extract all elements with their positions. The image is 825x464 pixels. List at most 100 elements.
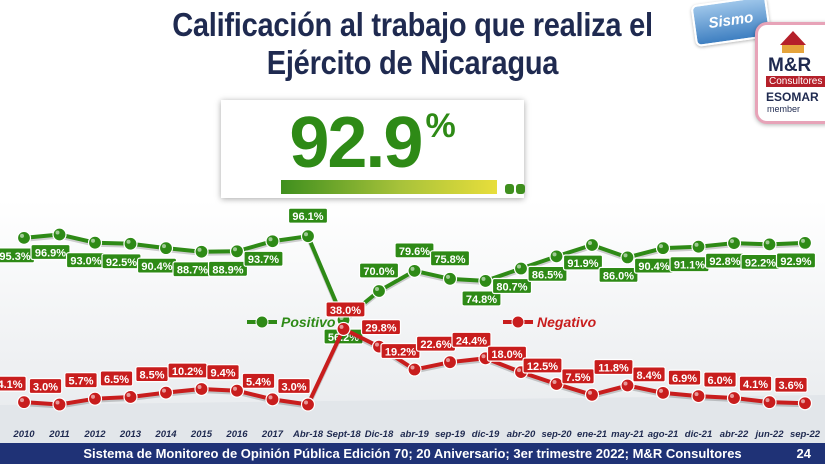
negative-point [797,396,813,411]
negative-point-highlight [55,400,60,405]
negative-point-highlight [801,399,805,404]
positive-point-highlight [375,287,379,291]
negative-point-highlight [410,365,415,370]
x-tick-label: sep-19 [435,429,466,440]
negative-point [158,385,174,400]
positive-data-label: 74.8% [466,294,497,306]
positive-data-label: 96.9% [35,248,66,260]
footer-source: Sistema de Monitoreo de Opinión Pública … [83,446,742,461]
positive-data-label: 86.0% [603,270,634,282]
negative-data-label: 6.5% [104,374,129,386]
positive-point [478,273,493,289]
kpi-dot [516,184,525,194]
negative-point-highlight [659,388,663,393]
negative-point-highlight [517,368,521,373]
kpi-dot [505,184,514,194]
positive-point [691,239,706,254]
x-tick-label: 2013 [119,429,142,440]
positive-point-highlight [588,241,592,246]
negative-point-highlight [623,381,628,386]
positive-point [158,241,174,256]
negative-data-label-box [774,376,808,393]
negative-data-label-box [325,301,366,318]
negative-data-label-box [738,375,773,392]
positive-point-highlight [517,264,521,269]
positive-point-highlight [268,237,273,242]
negative-point-highlight [91,394,95,399]
negative-point [726,390,742,406]
negative-data-label: 9.4% [210,368,235,380]
negative-data-label-box [206,364,240,381]
mr-logo-text: M&R [768,55,812,76]
negative-data-label-box [99,370,134,387]
negative-data-label: 3.0% [33,382,58,394]
positive-point [762,237,777,252]
negative-data-label: 19.2% [385,347,416,359]
negative-data-label-box [522,357,563,374]
negative-data-label-box [451,331,492,348]
positive-point [52,227,67,242]
positive-data-label-box [287,207,329,224]
positive-data-label-box [491,277,533,295]
kpi-number: 92.9 [289,103,423,183]
negative-data-label: 4.1% [0,379,23,391]
positive-point [16,230,32,245]
negative-point-highlight [268,395,273,400]
x-tick-label: Dic-18 [365,429,394,440]
x-tick-label: Sept-18 [326,429,361,440]
x-tick-label: ene-21 [577,429,607,440]
positive-point [655,241,671,256]
positive-data-label: 79.6% [399,246,430,258]
negative-point-highlight [197,384,202,389]
negative-data-label-box [703,371,737,388]
negative-point-highlight [162,388,166,393]
negative-point [655,385,671,400]
positive-data-label: 96.1% [292,211,323,223]
negative-data-label: 6.0% [707,375,732,387]
negative-point-highlight [730,394,734,399]
negative-data-label: 38.0% [330,305,361,317]
positive-point-highlight [304,232,308,237]
kpi-value: 92.9% [221,102,524,184]
negative-data-label: 11.8% [598,363,629,375]
positive-point-highlight [446,274,450,279]
negative-point-highlight [694,392,699,397]
positive-point-highlight [801,238,805,243]
positive-data-label: 90.4% [141,261,172,273]
kpi-percent-sign: % [425,107,456,145]
negative-data-label-box [28,377,63,395]
positive-data-label: 92.8% [709,256,740,268]
positive-point-highlight [197,247,202,252]
negative-point-highlight [20,398,24,403]
negative-point-highlight [446,358,450,363]
negative-data-label: 12.5% [527,361,558,373]
positive-data-label-box [775,252,817,269]
negative-point-highlight [339,324,344,329]
positive-point [442,271,458,286]
negative-data-label: 18.0% [491,349,522,361]
negative-data-label: 29.8% [365,323,396,335]
negative-data-label-box [667,369,702,386]
x-tick-label: jun-22 [754,429,785,440]
x-tick-label: dic-21 [685,429,712,440]
positive-data-label: 92.9% [780,256,811,268]
positive-data-label: 91.1% [674,260,705,272]
positive-data-label: 92.2% [745,257,776,269]
x-tick-label: 2015 [190,429,213,440]
footer-bar: Sistema de Monitoreo de Opinión Pública … [0,443,825,464]
positive-point [123,236,138,251]
esomar-text: ESOMAR [766,90,819,104]
positive-point-highlight [659,244,663,249]
negative-point [229,383,245,398]
negative-data-label-box [277,377,311,395]
positive-data-label-box [429,250,471,267]
positive-point-highlight [162,244,166,249]
negative-data-label: 22.6% [420,339,451,351]
mr-consultores-text: Consultores [766,76,825,87]
positive-data-label: 95.3% [0,251,31,263]
negative-data-label: 24.4% [456,335,487,347]
x-tick-label: may-21 [611,429,644,440]
positive-point-highlight [481,276,486,281]
negative-data-label-box [486,345,528,362]
